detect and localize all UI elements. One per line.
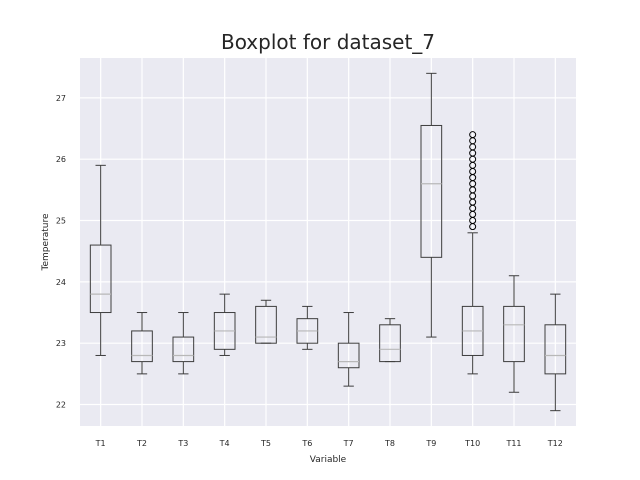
x-tick-label: T8	[384, 439, 395, 448]
chart-title: Boxplot for dataset_7	[221, 30, 435, 54]
box-t2	[131, 312, 153, 375]
y-tick-label: 27	[56, 94, 66, 103]
box-t6	[296, 305, 319, 350]
x-axis-label: Variable	[310, 455, 347, 465]
y-tick-label: 22	[56, 401, 66, 410]
y-tick-label: 26	[56, 155, 66, 164]
y-tick-label: 25	[56, 217, 66, 226]
x-tick-label: T9	[425, 439, 436, 448]
x-tick-label: T5	[260, 439, 271, 448]
box-iqr	[255, 305, 277, 344]
flier-point	[469, 131, 477, 139]
box-t5	[255, 299, 277, 344]
box-iqr	[131, 330, 153, 363]
box-t12	[544, 293, 567, 412]
box-t1	[89, 164, 112, 356]
x-tick-label: T1	[95, 439, 106, 448]
x-tick-label: T4	[219, 439, 230, 448]
x-tick-label: T3	[177, 439, 188, 448]
box-iqr	[503, 305, 525, 363]
x-tick-label: T12	[547, 439, 563, 448]
box-t7	[337, 312, 360, 387]
box-t11	[503, 275, 525, 393]
box-iqr	[337, 342, 360, 369]
y-tick-label: 23	[56, 339, 66, 348]
boxes-group	[89, 72, 567, 412]
x-tick-labels: T1 T2 T3 T4 T5 T6 T7 T8 T9 T10 T11 T12	[95, 439, 563, 448]
box-iqr	[379, 324, 401, 363]
box-iqr	[89, 244, 112, 314]
x-tick-label: T2	[136, 439, 147, 448]
box-t8	[379, 318, 401, 363]
y-axis-label: Temperature	[41, 213, 51, 271]
x-tick-label: T6	[301, 439, 312, 448]
x-tick-label: T7	[343, 439, 354, 448]
box-t3	[172, 312, 195, 375]
grid	[80, 58, 576, 426]
plot-area	[80, 58, 576, 426]
box-t4	[213, 293, 236, 356]
x-tick-label: T11	[505, 439, 521, 448]
y-tick-labels: 22 23 24 25 26 27	[56, 94, 66, 410]
y-tick-label: 24	[56, 278, 66, 287]
box-t9	[420, 72, 443, 338]
box-t10	[461, 131, 484, 375]
box-iqr	[420, 124, 443, 258]
x-tick-label: T10	[464, 439, 480, 448]
box-iqr	[544, 324, 567, 375]
box-iqr	[172, 336, 195, 363]
